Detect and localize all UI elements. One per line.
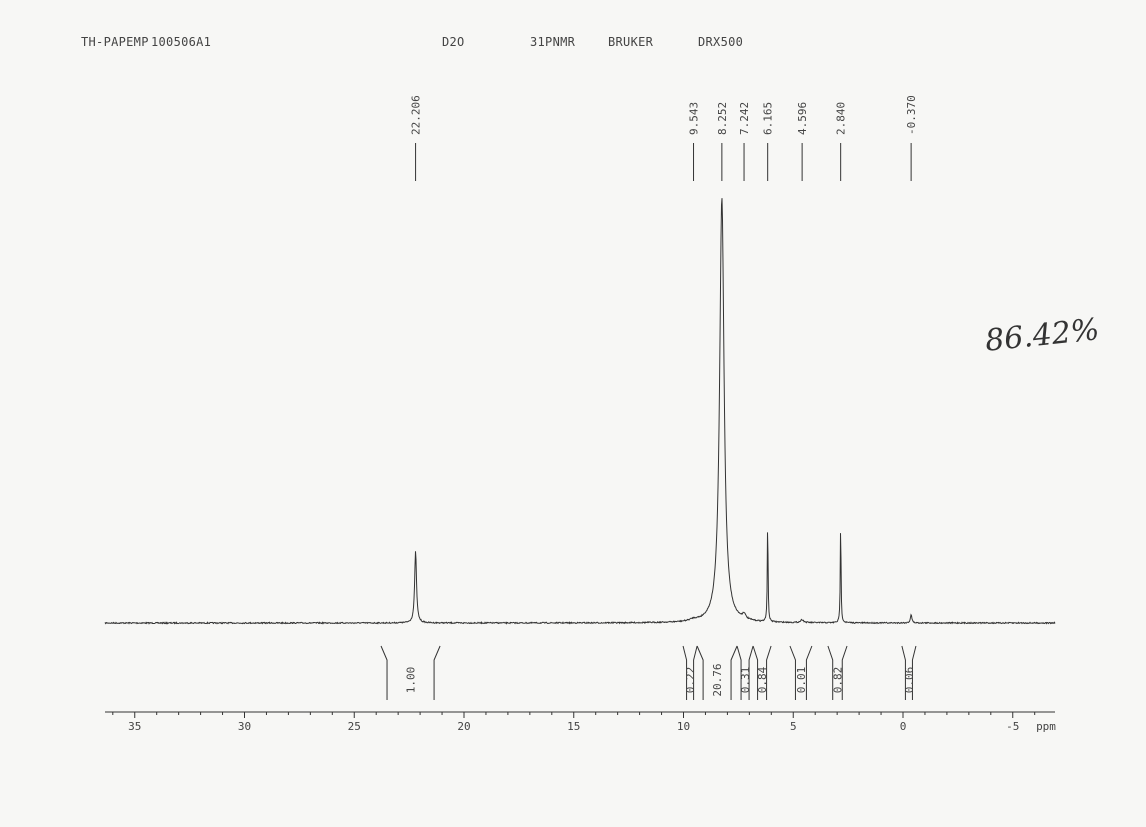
solvent: D2O: [442, 35, 465, 49]
peak-label: 4.596: [796, 102, 809, 135]
x-tick-label: 25: [348, 720, 361, 733]
x-tick-label: 5: [790, 720, 797, 733]
integral-bracket: [789, 645, 813, 700]
x-tick-label: 10: [677, 720, 690, 733]
peak-label: 7.242: [738, 102, 751, 135]
peak-label: 9.543: [688, 102, 701, 135]
integral-bracket: [752, 645, 772, 700]
integral-value: 0.82: [831, 667, 844, 694]
integral-value: 0.06: [903, 667, 916, 694]
x-axis-label: ppm: [1036, 720, 1056, 733]
integral-value: 1.00: [405, 667, 418, 694]
integral-bracket: [682, 645, 698, 700]
x-tick-label: 15: [567, 720, 580, 733]
integral-bracket: [901, 645, 917, 700]
x-tick-label: 20: [457, 720, 470, 733]
peak-label: 2.840: [835, 102, 848, 135]
peak-label: 22.206: [410, 95, 423, 135]
integral-value: 0.84: [756, 666, 769, 693]
manufacturer: BRUKER: [608, 35, 654, 49]
integral-value: 0.31: [739, 667, 752, 694]
integral-bracket: [827, 645, 848, 700]
integral-value: 0.22: [684, 667, 697, 694]
integral-bracket: [696, 645, 738, 700]
x-tick-label: 0: [900, 720, 907, 733]
instrument: DRX500: [698, 35, 744, 49]
nucleus: 31PNMR: [530, 35, 576, 49]
integral-bracket: [380, 645, 441, 700]
peak-label: -0.370: [905, 95, 918, 135]
peak-label: 6.165: [762, 102, 775, 135]
x-tick-label: 30: [238, 720, 251, 733]
sample-name: TH-PAPEMP: [81, 35, 149, 49]
spectrum-trace: [104, 198, 1056, 625]
integral-value: 0.01: [795, 667, 808, 694]
integral-value: 20.76: [711, 663, 724, 696]
x-tick-label: 35: [128, 720, 141, 733]
peak-label: 8.252: [716, 102, 729, 135]
integral-bracket: [736, 645, 754, 700]
x-tick-label: -5: [1006, 720, 1019, 733]
experiment-id: 100506A1: [151, 35, 212, 49]
